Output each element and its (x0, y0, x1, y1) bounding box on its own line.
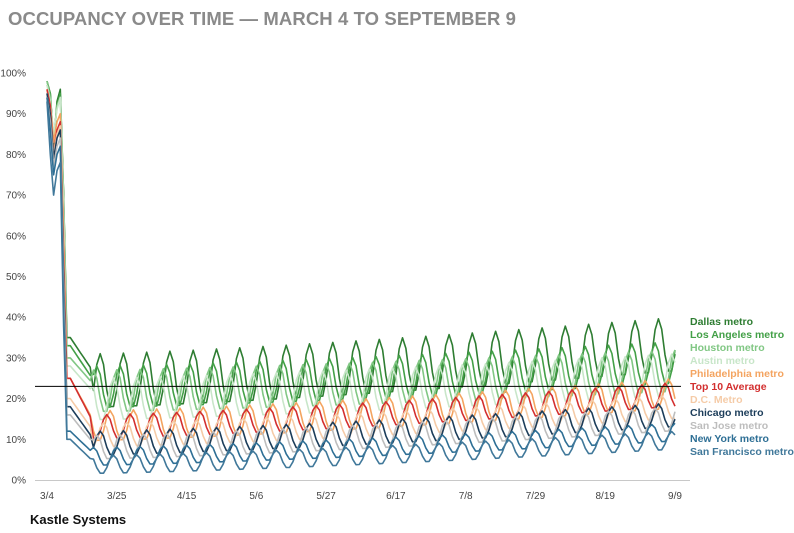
legend-item: Philadelphia metro (690, 368, 784, 380)
x-tick-label: 5/6 (249, 491, 263, 502)
y-tick-label: 100% (0, 69, 26, 80)
legend-item: Los Angeles metro (690, 329, 784, 341)
legend-item: San Francisco metro (690, 446, 794, 458)
y-tick-label: 30% (6, 353, 26, 364)
series-line (46, 97, 676, 460)
x-tick-label: 4/15 (177, 491, 197, 502)
x-tick-label: 5/27 (316, 491, 336, 502)
legend-item: Dallas metro (690, 316, 753, 328)
y-tick-label: 70% (6, 191, 26, 202)
legend-item: New York metro (690, 433, 769, 445)
y-tick-label: 40% (6, 313, 26, 324)
series-line (46, 101, 676, 475)
legend-item: Austin metro (690, 355, 755, 367)
x-tick-label: 6/17 (386, 491, 406, 502)
series-lines (46, 80, 676, 475)
x-tick-label: 7/8 (459, 491, 473, 502)
series-line (46, 97, 676, 466)
y-tick-label: 50% (6, 272, 26, 283)
legend-item: Chicago metro (690, 407, 764, 419)
y-tick-label: 0% (12, 476, 27, 487)
series-line (46, 93, 676, 456)
x-axis: 3/4 3/25 4/15 5/6 5/27 6/17 7/8 7/29 8/19 9/9 (35, 480, 690, 502)
legend-item: D.C. Metro (690, 394, 743, 406)
legend-item: Top 10 Average (690, 381, 767, 393)
y-axis: 0% 10% 20% 30% 40% 50% 60% 70% 80% 90% 100% (0, 69, 26, 487)
series-line (46, 89, 676, 440)
legend-item: San Jose metro (690, 420, 768, 432)
x-tick-label: 8/19 (595, 491, 615, 502)
source-label: Kastle Systems (30, 512, 127, 527)
legend-item: Houston metro (690, 342, 765, 354)
y-tick-label: 10% (6, 435, 26, 446)
y-tick-label: 90% (6, 109, 26, 120)
series-line (46, 93, 676, 448)
y-tick-label: 80% (6, 150, 26, 161)
series-line (46, 89, 676, 442)
x-tick-label: 3/4 (40, 491, 54, 502)
y-tick-label: 60% (6, 231, 26, 242)
chart-title: OCCUPANCY OVER TIME — MARCH 4 TO SEPTEMB… (8, 8, 517, 29)
x-tick-label: 7/29 (526, 491, 546, 502)
x-tick-label: 9/9 (668, 491, 682, 502)
series-line (46, 80, 676, 408)
x-tick-label: 3/25 (107, 491, 127, 502)
series-line (46, 84, 676, 409)
y-tick-label: 20% (6, 394, 26, 405)
